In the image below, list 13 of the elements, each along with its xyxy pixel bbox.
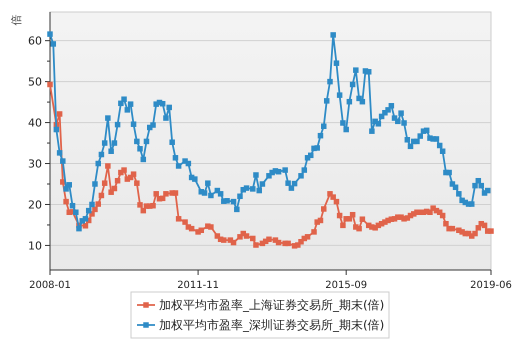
x-tick-label: 2011-11	[177, 280, 219, 291]
x-tick-label: 2015-09	[325, 280, 368, 291]
y-tick-label: 40	[28, 116, 42, 130]
x-tick-label: 2019-06	[470, 280, 512, 291]
legend-label: 加权平均市盈率_上海证券交易所_期末(倍)	[159, 298, 384, 312]
y-tick-label: 10	[28, 239, 42, 252]
x-tick-label: 2008-01	[29, 280, 71, 291]
y-tick-label: 20	[28, 198, 42, 212]
y-tick-label: 50	[28, 75, 42, 88]
y-tick-label: 30	[28, 157, 42, 170]
legend-label: 加权平均市盈率_深圳证券交易所_期末(倍)	[159, 318, 384, 332]
y-axis-title: 倍	[10, 14, 23, 26]
y-tick-label: 60	[28, 34, 42, 48]
